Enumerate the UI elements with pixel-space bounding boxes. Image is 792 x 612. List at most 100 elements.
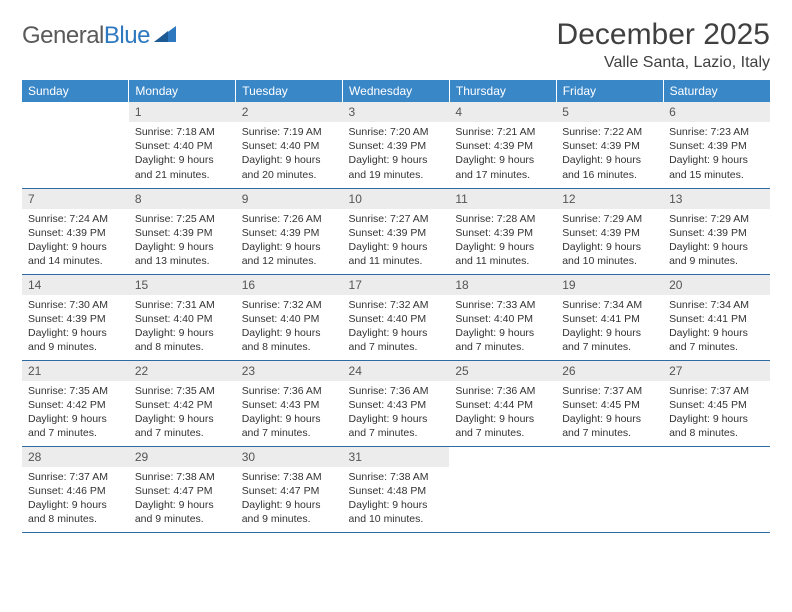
calendar-cell: 25Sunrise: 7:36 AMSunset: 4:44 PMDayligh…	[449, 360, 556, 446]
weekday-header: Monday	[129, 80, 236, 102]
calendar-cell: 3Sunrise: 7:20 AMSunset: 4:39 PMDaylight…	[343, 102, 450, 188]
day-details: Sunrise: 7:26 AMSunset: 4:39 PMDaylight:…	[236, 209, 343, 273]
day-number: 28	[22, 447, 129, 467]
day-details: Sunrise: 7:24 AMSunset: 4:39 PMDaylight:…	[22, 209, 129, 273]
day-details: Sunrise: 7:35 AMSunset: 4:42 PMDaylight:…	[22, 381, 129, 445]
day-details: Sunrise: 7:37 AMSunset: 4:45 PMDaylight:…	[556, 381, 663, 445]
calendar-row: 7Sunrise: 7:24 AMSunset: 4:39 PMDaylight…	[22, 188, 770, 274]
day-number: 12	[556, 189, 663, 209]
day-details: Sunrise: 7:19 AMSunset: 4:40 PMDaylight:…	[236, 122, 343, 186]
day-number: 29	[129, 447, 236, 467]
day-details: Sunrise: 7:30 AMSunset: 4:39 PMDaylight:…	[22, 295, 129, 359]
day-number: 4	[449, 102, 556, 122]
day-details: Sunrise: 7:32 AMSunset: 4:40 PMDaylight:…	[343, 295, 450, 359]
day-details: Sunrise: 7:32 AMSunset: 4:40 PMDaylight:…	[236, 295, 343, 359]
weekday-header: Sunday	[22, 80, 129, 102]
day-details: Sunrise: 7:20 AMSunset: 4:39 PMDaylight:…	[343, 122, 450, 186]
title-block: December 2025 Valle Santa, Lazio, Italy	[557, 18, 770, 72]
calendar-cell: 9Sunrise: 7:26 AMSunset: 4:39 PMDaylight…	[236, 188, 343, 274]
calendar-cell: 6Sunrise: 7:23 AMSunset: 4:39 PMDaylight…	[663, 102, 770, 188]
logo-triangle-icon	[154, 24, 180, 49]
day-details: Sunrise: 7:27 AMSunset: 4:39 PMDaylight:…	[343, 209, 450, 273]
calendar-cell: 31Sunrise: 7:38 AMSunset: 4:48 PMDayligh…	[343, 446, 450, 532]
day-number: 22	[129, 361, 236, 381]
day-number: 23	[236, 361, 343, 381]
day-details: Sunrise: 7:25 AMSunset: 4:39 PMDaylight:…	[129, 209, 236, 273]
calendar-cell: 17Sunrise: 7:32 AMSunset: 4:40 PMDayligh…	[343, 274, 450, 360]
weekday-header: Wednesday	[343, 80, 450, 102]
calendar-cell: 12Sunrise: 7:29 AMSunset: 4:39 PMDayligh…	[556, 188, 663, 274]
calendar-header-row: SundayMondayTuesdayWednesdayThursdayFrid…	[22, 80, 770, 102]
day-details: Sunrise: 7:38 AMSunset: 4:47 PMDaylight:…	[236, 467, 343, 531]
day-number: 16	[236, 275, 343, 295]
calendar-cell: 13Sunrise: 7:29 AMSunset: 4:39 PMDayligh…	[663, 188, 770, 274]
location: Valle Santa, Lazio, Italy	[557, 54, 770, 72]
day-number: 27	[663, 361, 770, 381]
day-details: Sunrise: 7:21 AMSunset: 4:39 PMDaylight:…	[449, 122, 556, 186]
day-number: 14	[22, 275, 129, 295]
day-number: 25	[449, 361, 556, 381]
header: GeneralBlue December 2025 Valle Santa, L…	[22, 18, 770, 72]
calendar-cell: 18Sunrise: 7:33 AMSunset: 4:40 PMDayligh…	[449, 274, 556, 360]
calendar-cell	[663, 446, 770, 532]
day-details: Sunrise: 7:34 AMSunset: 4:41 PMDaylight:…	[663, 295, 770, 359]
calendar-cell: 1Sunrise: 7:18 AMSunset: 4:40 PMDaylight…	[129, 102, 236, 188]
day-number: 26	[556, 361, 663, 381]
day-details: Sunrise: 7:28 AMSunset: 4:39 PMDaylight:…	[449, 209, 556, 273]
calendar-cell: 29Sunrise: 7:38 AMSunset: 4:47 PMDayligh…	[129, 446, 236, 532]
weekday-header: Friday	[556, 80, 663, 102]
calendar-cell: 15Sunrise: 7:31 AMSunset: 4:40 PMDayligh…	[129, 274, 236, 360]
day-number: 9	[236, 189, 343, 209]
calendar-cell: 4Sunrise: 7:21 AMSunset: 4:39 PMDaylight…	[449, 102, 556, 188]
day-number: 15	[129, 275, 236, 295]
day-details: Sunrise: 7:34 AMSunset: 4:41 PMDaylight:…	[556, 295, 663, 359]
calendar-row: 28Sunrise: 7:37 AMSunset: 4:46 PMDayligh…	[22, 446, 770, 532]
day-number: 24	[343, 361, 450, 381]
month-title: December 2025	[557, 18, 770, 52]
calendar-cell: 27Sunrise: 7:37 AMSunset: 4:45 PMDayligh…	[663, 360, 770, 446]
day-number: 18	[449, 275, 556, 295]
calendar-cell	[22, 102, 129, 188]
calendar-cell: 26Sunrise: 7:37 AMSunset: 4:45 PMDayligh…	[556, 360, 663, 446]
weekday-header: Tuesday	[236, 80, 343, 102]
day-details: Sunrise: 7:23 AMSunset: 4:39 PMDaylight:…	[663, 122, 770, 186]
logo: GeneralBlue	[22, 22, 180, 50]
day-number: 11	[449, 189, 556, 209]
day-details: Sunrise: 7:38 AMSunset: 4:47 PMDaylight:…	[129, 467, 236, 531]
calendar-cell: 19Sunrise: 7:34 AMSunset: 4:41 PMDayligh…	[556, 274, 663, 360]
day-number: 2	[236, 102, 343, 122]
calendar-cell	[449, 446, 556, 532]
day-number: 8	[129, 189, 236, 209]
day-details: Sunrise: 7:37 AMSunset: 4:45 PMDaylight:…	[663, 381, 770, 445]
calendar-cell: 22Sunrise: 7:35 AMSunset: 4:42 PMDayligh…	[129, 360, 236, 446]
calendar-row: 21Sunrise: 7:35 AMSunset: 4:42 PMDayligh…	[22, 360, 770, 446]
day-details: Sunrise: 7:36 AMSunset: 4:43 PMDaylight:…	[236, 381, 343, 445]
day-details: Sunrise: 7:36 AMSunset: 4:44 PMDaylight:…	[449, 381, 556, 445]
calendar-cell: 14Sunrise: 7:30 AMSunset: 4:39 PMDayligh…	[22, 274, 129, 360]
day-number: 7	[22, 189, 129, 209]
day-number: 1	[129, 102, 236, 122]
logo-part1: General	[22, 22, 104, 49]
calendar-cell: 10Sunrise: 7:27 AMSunset: 4:39 PMDayligh…	[343, 188, 450, 274]
day-details: Sunrise: 7:29 AMSunset: 4:39 PMDaylight:…	[556, 209, 663, 273]
calendar-cell: 24Sunrise: 7:36 AMSunset: 4:43 PMDayligh…	[343, 360, 450, 446]
day-number: 13	[663, 189, 770, 209]
calendar-cell: 2Sunrise: 7:19 AMSunset: 4:40 PMDaylight…	[236, 102, 343, 188]
logo-part2: Blue	[104, 22, 150, 49]
day-details: Sunrise: 7:35 AMSunset: 4:42 PMDaylight:…	[129, 381, 236, 445]
day-number: 10	[343, 189, 450, 209]
weekday-header: Saturday	[663, 80, 770, 102]
calendar-table: SundayMondayTuesdayWednesdayThursdayFrid…	[22, 80, 770, 533]
logo-text: GeneralBlue	[22, 22, 150, 50]
calendar-cell: 30Sunrise: 7:38 AMSunset: 4:47 PMDayligh…	[236, 446, 343, 532]
day-details: Sunrise: 7:22 AMSunset: 4:39 PMDaylight:…	[556, 122, 663, 186]
day-number: 6	[663, 102, 770, 122]
day-number: 21	[22, 361, 129, 381]
day-details: Sunrise: 7:29 AMSunset: 4:39 PMDaylight:…	[663, 209, 770, 273]
day-details: Sunrise: 7:38 AMSunset: 4:48 PMDaylight:…	[343, 467, 450, 531]
calendar-cell: 23Sunrise: 7:36 AMSunset: 4:43 PMDayligh…	[236, 360, 343, 446]
calendar-cell: 28Sunrise: 7:37 AMSunset: 4:46 PMDayligh…	[22, 446, 129, 532]
day-number: 31	[343, 447, 450, 467]
day-number: 17	[343, 275, 450, 295]
weekday-header: Thursday	[449, 80, 556, 102]
